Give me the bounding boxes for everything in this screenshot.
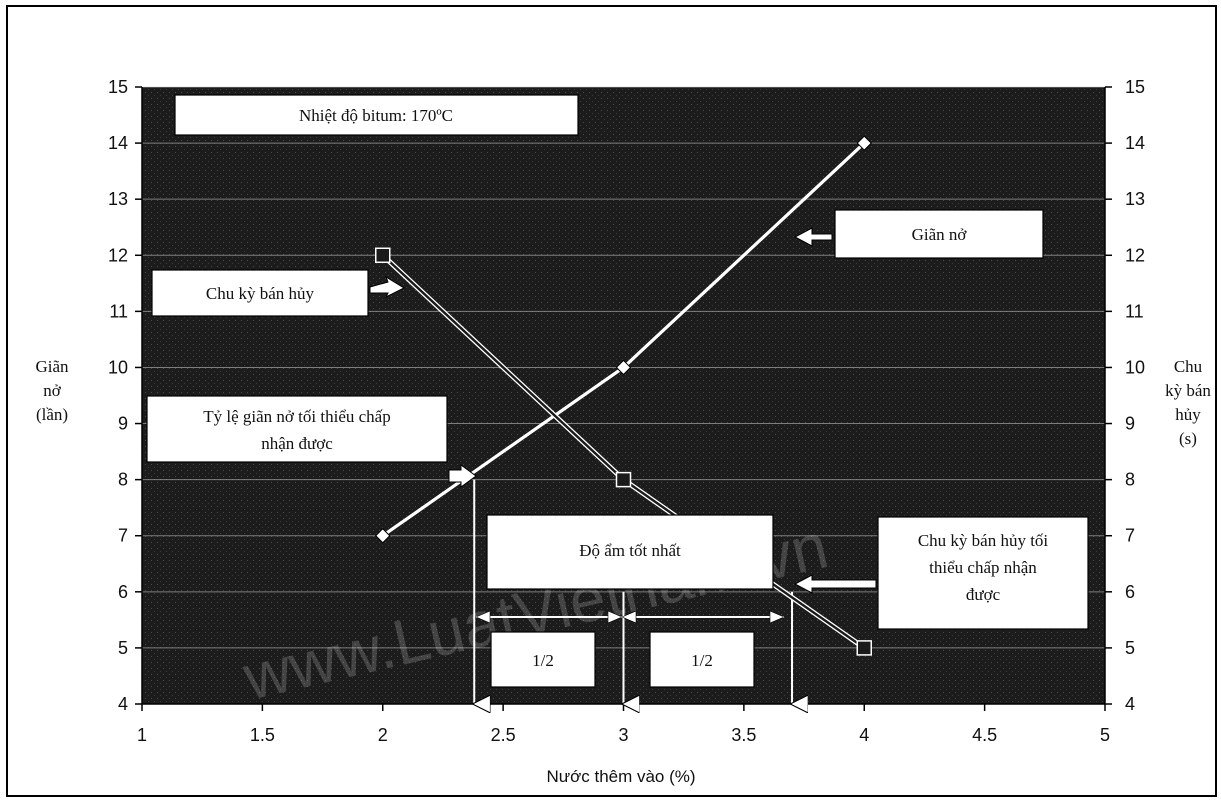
right-axis-title-line-4: (s) bbox=[1179, 429, 1197, 448]
half-right-box: 1/2 bbox=[649, 631, 755, 688]
marker-halflife-0 bbox=[375, 247, 391, 264]
x-axis-title: Nước thêm vào (%) bbox=[546, 767, 695, 786]
half-left-box: 1/2 bbox=[490, 631, 596, 688]
left-tick-label-5: 5 bbox=[118, 638, 128, 658]
x-tick-label-4.5: 4.5 bbox=[972, 725, 997, 745]
expansion-pointer-arrow bbox=[793, 227, 833, 247]
span-arrow-head-left-a bbox=[475, 610, 491, 624]
span-arrow-head-left-b bbox=[607, 610, 623, 624]
right-tick-label-5: 5 bbox=[1125, 638, 1135, 658]
x-tick-label-1: 1 bbox=[137, 725, 147, 745]
right-tick-label-15: 15 bbox=[1125, 77, 1145, 97]
right-tick-label-7: 7 bbox=[1125, 526, 1135, 546]
min-half-life-line-3: được bbox=[966, 585, 1001, 604]
left-axis-title: Giãn nở (lần) bbox=[35, 357, 69, 424]
x-tick-label-4: 4 bbox=[859, 725, 869, 745]
right-tick-label-10: 10 bbox=[1125, 357, 1145, 377]
left-tick-label-13: 13 bbox=[108, 189, 128, 209]
left-tick-label-10: 10 bbox=[108, 357, 128, 377]
left-tick-label-6: 6 bbox=[118, 582, 128, 602]
marker-expansion-0 bbox=[375, 528, 391, 544]
min-half-life-pointer-arrow bbox=[793, 574, 877, 594]
right-axis-title: Chu kỳ bán hủy (s) bbox=[1165, 357, 1211, 448]
half-left-label: 1/2 bbox=[532, 651, 554, 670]
right-tick-label-6: 6 bbox=[1125, 582, 1135, 602]
right-tick-label-8: 8 bbox=[1125, 470, 1135, 490]
span-arrow-head-right-a bbox=[621, 610, 637, 624]
marker-halflife-1 bbox=[615, 471, 632, 488]
left-tick-label-15: 15 bbox=[108, 77, 128, 97]
label-pointer-arrows bbox=[369, 227, 877, 594]
left-tick-label-12: 12 bbox=[108, 245, 128, 265]
right-axis-title-line-3: hủy bbox=[1175, 405, 1201, 424]
marker-expansion-1 bbox=[615, 359, 632, 376]
half-life-pointer-arrow bbox=[369, 275, 406, 299]
min-half-life-line-1: Chu kỳ bán hủy tối bbox=[918, 531, 1049, 550]
left-tick-label-4: 4 bbox=[118, 694, 128, 714]
x-tick-label-2: 2 bbox=[378, 725, 388, 745]
x-tick-label-1.5: 1.5 bbox=[250, 725, 275, 745]
left-tick-label-8: 8 bbox=[118, 470, 128, 490]
marker-halflife-2 bbox=[856, 640, 872, 656]
optimum-box: Độ ẩm tốt nhất bbox=[486, 514, 774, 590]
min-half-life-line-2: thiểu chấp nhận bbox=[929, 558, 1037, 577]
expansion-label: Giãn nở bbox=[912, 225, 968, 244]
optimum-label: Độ ẩm tốt nhất bbox=[579, 541, 681, 560]
min-expansion-box: Tỷ lệ giãn nở tối thiểu chấp nhận được bbox=[146, 395, 448, 463]
min-expansion-line-1: Tỷ lệ giãn nở tối thiểu chấp bbox=[203, 407, 390, 426]
marker-expansion-2 bbox=[856, 135, 872, 151]
right-axis-title-line-2: kỳ bán bbox=[1165, 381, 1211, 400]
min-expansion-pointer-arrow bbox=[448, 464, 477, 488]
right-axis-title-line-1: Chu bbox=[1174, 357, 1203, 376]
left-tick-label-9: 9 bbox=[118, 414, 128, 434]
left-tick-label-14: 14 bbox=[108, 133, 128, 153]
right-tick-label-9: 9 bbox=[1125, 414, 1135, 434]
half-right-label: 1/2 bbox=[691, 651, 713, 670]
series-markers bbox=[375, 135, 872, 656]
reference-lines bbox=[474, 479, 792, 704]
right-tick-label-11: 11 bbox=[1125, 301, 1144, 321]
temperature-label: Nhiệt độ bitum: 170ºC bbox=[299, 106, 453, 125]
right-tick-label-13: 13 bbox=[1125, 189, 1145, 209]
temperature-box: Nhiệt độ bitum: 170ºC bbox=[174, 94, 579, 136]
span-arrow-head-right-b bbox=[769, 610, 785, 624]
x-tick-label-5: 5 bbox=[1100, 725, 1110, 745]
left-axis-title-line-2: nở bbox=[43, 381, 62, 400]
left-tick-label-11: 11 bbox=[109, 301, 128, 321]
right-tick-label-14: 14 bbox=[1125, 133, 1145, 153]
left-axis-title-line-1: Giãn bbox=[35, 357, 69, 376]
right-tick-label-4: 4 bbox=[1125, 694, 1135, 714]
left-tick-label-7: 7 bbox=[118, 526, 128, 546]
min-expansion-line-2: nhận được bbox=[261, 434, 333, 453]
x-tick-label-3.5: 3.5 bbox=[731, 725, 756, 745]
expansion-box: Giãn nở bbox=[834, 209, 1044, 259]
right-tick-label-12: 12 bbox=[1125, 245, 1145, 265]
left-axis-title-line-3: (lần) bbox=[36, 405, 68, 424]
x-tick-label-3: 3 bbox=[618, 725, 628, 745]
half-life-box: Chu kỳ bán hủy bbox=[151, 269, 369, 317]
x-tick-label-2.5: 2.5 bbox=[491, 725, 516, 745]
min-half-life-box: Chu kỳ bán hủy tối thiểu chấp nhận được bbox=[877, 516, 1089, 630]
half-life-label: Chu kỳ bán hủy bbox=[206, 284, 315, 303]
span-arrows bbox=[475, 610, 785, 624]
